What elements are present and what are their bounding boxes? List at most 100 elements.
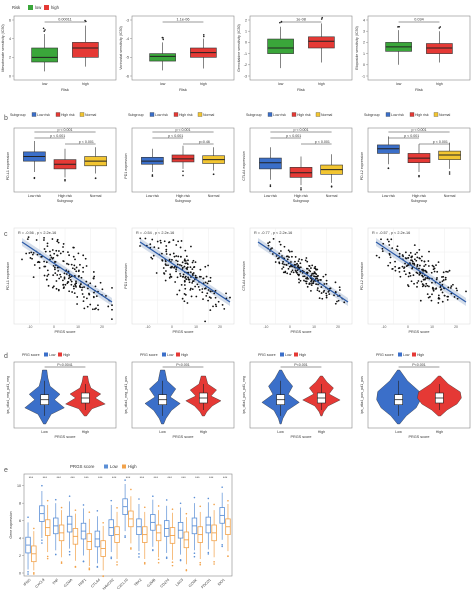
row-c-point (27, 236, 30, 239)
row-c-point (43, 239, 45, 241)
row-c-point (176, 276, 179, 279)
row-c-xtick-label: 20 (336, 325, 340, 329)
row-e-outlier (165, 499, 168, 501)
row-c-point (388, 244, 391, 246)
row-c-point (59, 273, 62, 276)
row-c-point (425, 282, 428, 285)
row-a-low-box (149, 53, 176, 62)
row-a-ylabel: Vorinostat sensitivity (IC50) (119, 26, 123, 70)
row-c-point (411, 260, 414, 263)
row-e-outlier (60, 562, 63, 564)
row-c-point (74, 284, 77, 287)
row-d-xtick-label: High (82, 430, 89, 434)
row-e-outlier (143, 506, 146, 509)
row-c-point (421, 274, 424, 277)
row-c-point (445, 270, 448, 273)
row-c-point (298, 278, 300, 281)
row-c-point (303, 279, 305, 282)
row-c-point (436, 277, 438, 279)
row-c-point (209, 280, 212, 283)
row-e-outlier (46, 557, 49, 560)
row-c-point (43, 260, 46, 263)
row-e-outlier (74, 566, 77, 568)
row-c-point (431, 264, 434, 267)
row-c-point (97, 304, 99, 307)
row-b-ylabel: CTLA4 expression (242, 151, 246, 181)
row-c-point (295, 271, 298, 274)
row-b-outlier (448, 173, 451, 175)
row-c-xtick-label: 20 (100, 325, 104, 329)
row-c-point (50, 256, 53, 259)
row-c-point (422, 278, 425, 281)
row-c-point (424, 285, 427, 288)
row-c-point (425, 271, 428, 274)
row-c-point (443, 294, 446, 297)
row-c-point (85, 297, 88, 300)
row-e-gene-label: CD274 (160, 578, 171, 589)
row-c-point (101, 288, 104, 291)
row-c-point (328, 293, 331, 296)
row-c-point (207, 289, 210, 291)
row-e-outlier (27, 516, 29, 519)
row-c-point (67, 251, 69, 254)
row-c-point (406, 284, 409, 286)
row-c-point (437, 261, 440, 264)
row-c-panel-letter: c (4, 231, 8, 238)
row-c-point (51, 257, 54, 260)
row-c-point (320, 292, 323, 294)
row-c-point (175, 270, 177, 273)
row-c-point (315, 268, 318, 271)
row-c-xlabel: PRGS score (54, 330, 75, 334)
row-c-point (32, 276, 35, 278)
row-c-point (267, 244, 270, 247)
row-c-point (207, 299, 210, 302)
row-d-legend-low: Low (167, 353, 174, 357)
row-c-point (208, 296, 211, 299)
row-c-xtick-label: 20 (454, 325, 458, 329)
row-c-point (322, 291, 325, 293)
row-a-xlabel: Risk (415, 87, 423, 92)
row-c-point (89, 282, 92, 285)
row-c-point (187, 276, 189, 279)
row-c-point (57, 241, 60, 244)
row-c-point (308, 283, 311, 286)
row-c-point (49, 254, 52, 257)
row-e-outlier (110, 499, 113, 502)
row-c-point (77, 252, 80, 255)
row-b-xtick-label: High risk (58, 194, 72, 198)
row-b-legend-label: Low risk (37, 113, 50, 117)
row-c-point (165, 270, 167, 272)
row-c-point (418, 257, 421, 259)
row-c-point (427, 296, 430, 299)
row-c-point (184, 249, 187, 252)
row-c-point (318, 290, 321, 293)
row-e-outlier (110, 557, 113, 560)
row-a-panel-frame (13, 15, 117, 81)
row-e-outlier (130, 488, 132, 491)
row-b-panel-2: Subgroup Low risk High risk Normal PD1 expre… (124, 112, 235, 203)
row-b-outlier (33, 177, 36, 180)
row-c-point (167, 264, 169, 267)
row-c-point (398, 252, 401, 255)
row-c-point (272, 237, 275, 240)
row-c-point (271, 253, 274, 255)
row-d-ylabel: ips_ctla4_pos_pd1_neg (242, 376, 246, 414)
row-c-point (336, 300, 338, 303)
row-d-ips-violins: d PRG score Low High ips_ctla4_neg_pd1_neg P=… (4, 352, 471, 439)
row-d-xtick-label: High (200, 430, 207, 434)
row-a-low-box (31, 47, 58, 63)
row-b-outlier (94, 177, 97, 179)
row-c-point (287, 267, 290, 270)
row-c-point (405, 265, 408, 268)
row-c-xtick-label: 20 (218, 325, 222, 329)
row-b-pvalue-right: p < 0.001 (315, 140, 330, 144)
row-c-point (299, 262, 302, 265)
row-a-xtick-label: low (42, 82, 48, 86)
row-a-ytick-label: 6 (9, 18, 11, 22)
row-c-point (25, 252, 28, 255)
row-e-gene-label: TBX2 (133, 578, 142, 587)
row-b-outlier (64, 179, 66, 182)
row-c-point (395, 248, 398, 251)
